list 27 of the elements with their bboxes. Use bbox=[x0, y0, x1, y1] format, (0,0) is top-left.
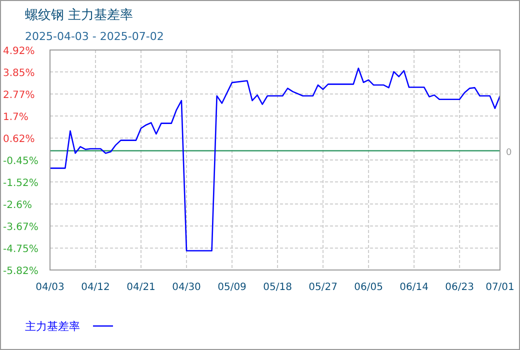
y-tick-label: -3.67% bbox=[3, 222, 38, 233]
x-tick-label: 05/09 bbox=[218, 282, 246, 293]
x-tick-label: 06/23 bbox=[445, 282, 474, 293]
y-tick-label: -2.6% bbox=[3, 200, 32, 212]
y-tick-label: 4.92% bbox=[3, 46, 35, 57]
x-tick-label: 04/30 bbox=[172, 282, 201, 293]
y-tick-label: -5.82% bbox=[3, 266, 38, 277]
x-tick-label: 05/18 bbox=[263, 282, 292, 293]
y-tick-label: 1.7% bbox=[3, 112, 28, 123]
line-series bbox=[49, 68, 501, 252]
y-tick-label: -0.45% bbox=[3, 156, 38, 167]
y-tick-label: -1.52% bbox=[3, 178, 38, 189]
x-tick-label: 06/14 bbox=[400, 282, 428, 293]
ref-line-label: 0 bbox=[506, 148, 512, 158]
legend-label: 主力基差率 bbox=[25, 320, 80, 333]
y-tick-label: 3.85% bbox=[3, 68, 35, 79]
y-tick-label: 0.62% bbox=[3, 134, 35, 146]
y-tick-label: 2.77% bbox=[3, 90, 35, 102]
chart-subtitle: 2025-04-03 - 2025-07-02 bbox=[25, 30, 164, 43]
x-tick-label: 04/03 bbox=[36, 282, 64, 293]
x-tick-label: 05/27 bbox=[308, 282, 338, 293]
chart-title: 螺纹钢 主力基差率 bbox=[25, 7, 134, 23]
y-tick-label: -4.75% bbox=[3, 244, 38, 256]
x-tick-label: 04/21 bbox=[126, 282, 156, 293]
x-tick-label: 06/05 bbox=[354, 282, 383, 293]
x-tick-label: 07/01 bbox=[486, 282, 514, 293]
x-tick-label: 04/12 bbox=[81, 282, 110, 293]
